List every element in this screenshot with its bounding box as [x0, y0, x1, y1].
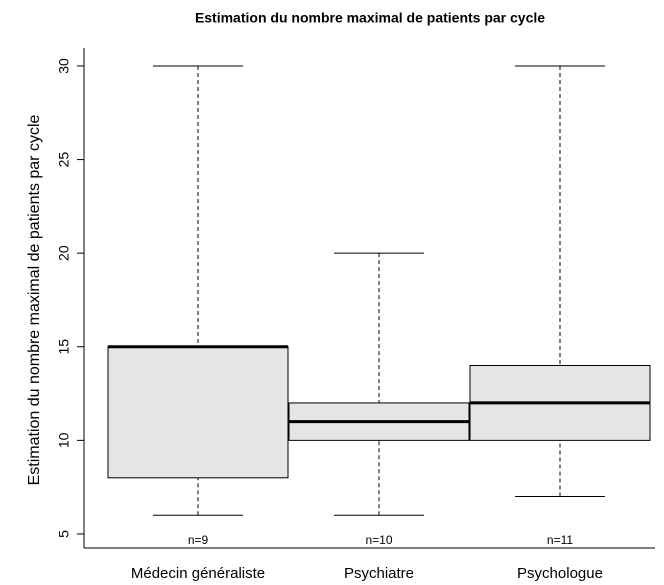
y-tick-label: 15 — [56, 339, 72, 355]
chart-title: Estimation du nombre maximal de patients… — [195, 10, 545, 26]
x-tick-label: Psychiatre — [344, 565, 414, 582]
count-label: n=9 — [188, 533, 209, 547]
y-tick-label: 5 — [56, 530, 72, 538]
x-tick-label: Médecin généraliste — [131, 565, 265, 582]
box — [107, 346, 289, 479]
y-tick-label: 30 — [56, 58, 72, 74]
count-label: n=11 — [547, 533, 573, 547]
y-axis-label: Estimation du nombre maximal de patients… — [26, 114, 43, 485]
y-tick-label: 10 — [56, 432, 72, 448]
count-label: n=10 — [365, 533, 392, 547]
y-tick-label: 25 — [56, 152, 72, 168]
x-tick-label: Psychologue — [517, 565, 603, 582]
y-tick-label: 20 — [56, 245, 72, 261]
